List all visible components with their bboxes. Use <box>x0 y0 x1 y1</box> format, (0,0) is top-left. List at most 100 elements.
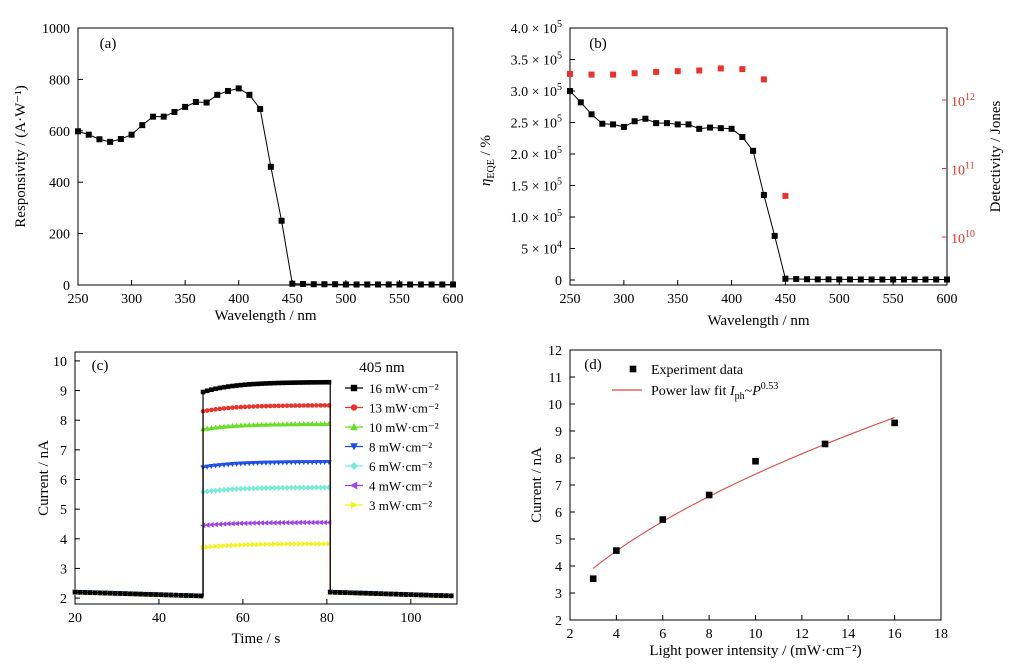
current-point <box>242 461 248 467</box>
data-point <box>439 281 446 288</box>
y-tick-label: 0 <box>555 274 562 289</box>
data-point <box>85 131 92 138</box>
data-point <box>107 138 114 145</box>
detectivity-point <box>760 76 767 83</box>
y-tick-label: 3.0 × 105 <box>511 82 562 100</box>
eqe-point <box>933 276 940 283</box>
eqe-point <box>836 276 843 283</box>
eqe-point <box>922 276 929 283</box>
current-point <box>217 543 223 549</box>
data-point <box>332 281 339 288</box>
current-point <box>138 591 143 597</box>
panel-b-frame <box>569 27 948 286</box>
x-tick-label: 18 <box>934 627 948 642</box>
current-point <box>363 590 368 596</box>
current-point <box>238 520 244 527</box>
current-point <box>148 592 153 597</box>
data-point <box>428 281 435 288</box>
current-point <box>292 484 299 491</box>
data-point <box>396 281 403 288</box>
current-point <box>153 592 158 597</box>
detectivity-point <box>588 71 595 78</box>
current-point <box>217 385 223 391</box>
data-point <box>225 87 231 94</box>
y-tick-label: 5 <box>60 503 67 518</box>
current-point <box>309 460 315 466</box>
legend-label: 16 mW·cm⁻² <box>369 381 439 396</box>
x-tick-label: 350 <box>175 292 196 307</box>
tick-exponent: 10 <box>965 229 975 240</box>
eqe-point <box>610 121 617 128</box>
current-point <box>326 484 332 491</box>
current-point <box>250 485 257 492</box>
x-axis-label: Wavelength / nm <box>707 313 809 329</box>
eqe-point <box>857 276 864 283</box>
current-point <box>314 403 319 408</box>
y-tick-label: 9 <box>60 385 67 400</box>
current-point <box>246 485 252 492</box>
current-point <box>297 403 302 408</box>
fit-P: P <box>751 384 761 399</box>
current-point <box>288 460 294 466</box>
data-point <box>128 131 135 138</box>
data-point <box>214 91 221 98</box>
current-point <box>301 421 307 427</box>
data-point <box>278 217 285 224</box>
current-point <box>168 592 174 598</box>
y-tick-label: 6 <box>555 506 562 521</box>
current-point <box>284 541 290 547</box>
data-point <box>267 163 274 170</box>
y-tick-label: 11 <box>549 371 562 386</box>
current-point <box>233 422 240 428</box>
current-point <box>229 423 236 429</box>
eqe-point <box>728 125 735 132</box>
current-point <box>246 382 252 387</box>
current-point <box>368 591 373 596</box>
y-axis-label: Current / nA <box>529 447 545 523</box>
current-point <box>280 460 286 466</box>
current-point <box>250 422 257 428</box>
eqe-point <box>944 276 950 283</box>
x-tick-label: 2 <box>567 627 574 642</box>
current-point <box>208 464 215 470</box>
current-point <box>393 591 399 597</box>
eqe-point <box>911 276 918 283</box>
current-point <box>293 403 298 408</box>
current-point <box>225 521 231 527</box>
tick-exponent: 5 <box>557 82 562 93</box>
current-point <box>297 380 302 385</box>
current-point <box>288 484 294 491</box>
data-point <box>171 109 178 116</box>
x-tick-label: 300 <box>121 292 142 307</box>
current-point <box>313 421 320 427</box>
series-line <box>77 87 453 285</box>
current-point <box>217 487 223 494</box>
current-point <box>267 520 273 526</box>
y-tick-label: 2.0 × 105 <box>511 145 562 163</box>
data-point <box>821 440 829 448</box>
fit-sub: ph <box>735 391 745 402</box>
current-point <box>221 486 227 493</box>
current-point <box>255 541 261 548</box>
current-point <box>259 460 265 466</box>
eqe-point <box>577 99 584 106</box>
current-point <box>348 590 353 596</box>
current-point <box>272 403 277 409</box>
detectivity-point <box>696 67 703 74</box>
data-point <box>364 281 371 288</box>
current-point <box>388 591 393 597</box>
current-point <box>443 593 449 599</box>
tick-mantissa: 2.5 × 10 <box>511 117 557 132</box>
data-point <box>752 457 759 465</box>
x-axis-label: Wavelength / nm <box>214 308 316 324</box>
y-tick-label: 12 <box>548 344 562 359</box>
current-point <box>250 520 256 526</box>
current-point <box>284 421 290 427</box>
current-point <box>418 592 424 598</box>
data-point <box>310 281 317 288</box>
current-point <box>263 381 269 386</box>
y-tick-label: 1.0 × 105 <box>511 208 562 226</box>
current-point <box>87 590 93 595</box>
current-point <box>280 380 286 386</box>
